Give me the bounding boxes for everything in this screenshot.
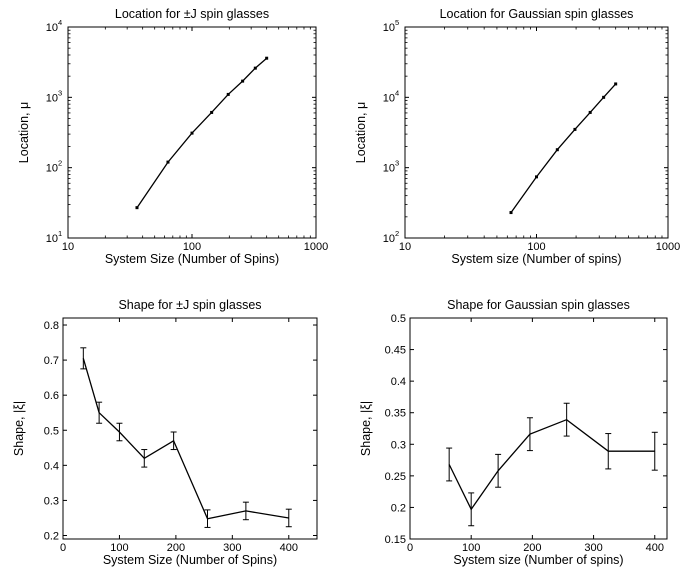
chart-panel: 0 100 200 300 400 0.2 0.3 0.4 0.5 0.6 0.7 0.8 Shape … — [12, 298, 318, 567]
chart-panel: 0 100 200 300 400 0.15 0.2 0.25 0.3 0.35 0.4 0.45 0.… — [359, 298, 668, 567]
axes-frame — [404, 26, 669, 239]
data-point — [226, 92, 230, 96]
y-tick-label: 0.2 — [44, 530, 59, 542]
y-tick-exponent: 4 — [58, 18, 62, 27]
data-point — [210, 110, 214, 114]
y-tick-label: 0.3 — [44, 495, 59, 507]
x-tick-label: 300 — [584, 542, 602, 554]
chart-title: Location for Gaussian spin glasses — [440, 7, 634, 21]
x-tick-label: 400 — [280, 542, 298, 554]
data-point — [265, 56, 269, 60]
x-tick-label: 0 — [60, 542, 66, 554]
data-point — [614, 82, 618, 86]
x-tick-label: 400 — [646, 542, 664, 554]
y-tick-label: 10 — [46, 233, 58, 245]
y-tick-label: 0.15 — [385, 534, 406, 546]
x-tick-label: 200 — [523, 542, 541, 554]
y-tick-label: 0.5 — [391, 313, 406, 325]
series-line — [136, 57, 268, 209]
y-tick-label: 0.7 — [44, 355, 59, 367]
y-tick-label: 0.4 — [44, 460, 59, 472]
chart-title: Shape for Gaussian spin glasses — [447, 298, 630, 312]
x-tick-label: 300 — [223, 542, 241, 554]
y-tick-label: 10 — [46, 22, 58, 34]
x-tick-label: 100 — [462, 542, 480, 554]
y-tick-exponent: 3 — [58, 88, 62, 97]
y-tick-label: 10 — [383, 163, 395, 175]
chart-title: Shape for ±J spin glasses — [118, 298, 261, 312]
chart-title: Location for ±J spin glasses — [115, 7, 269, 21]
x-tick-label: 200 — [167, 542, 185, 554]
x-tick-label: 10 — [399, 241, 411, 253]
y-tick-exponent: 1 — [58, 229, 62, 238]
y-tick-label: 10 — [46, 92, 58, 104]
y-tick-label: 10 — [383, 233, 395, 245]
y-tick-label: 0.45 — [385, 345, 406, 357]
y-tick-label: 0.8 — [44, 320, 59, 332]
y-tick-exponent: 4 — [395, 88, 399, 97]
y-tick-label: 10 — [46, 163, 58, 175]
series-line — [82, 358, 289, 520]
x-tick-label: 100 — [527, 241, 545, 253]
y-tick-label: 0.25 — [385, 471, 406, 483]
y-tick-label: 0.5 — [44, 425, 59, 437]
x-axis-label: System Size (Number of Spins) — [105, 252, 279, 266]
data-point — [253, 66, 257, 70]
axes-frame — [409, 317, 668, 540]
y-axis-label: Shape, |ξ| — [12, 401, 26, 456]
x-tick-label: 100 — [183, 241, 201, 253]
x-axis-label: System size (Number of spins) — [453, 553, 623, 567]
series-line — [510, 83, 617, 213]
y-tick-label: 10 — [383, 22, 395, 34]
y-axis-label: Location, μ — [354, 102, 368, 163]
x-axis-label: System Size (Number of Spins) — [103, 553, 277, 567]
x-axis-label: System size (Number of spins) — [451, 252, 621, 266]
y-tick-exponent: 2 — [58, 159, 62, 168]
data-point — [509, 211, 513, 215]
x-tick-label: 0 — [407, 542, 413, 554]
y-tick-label: 0.2 — [391, 502, 406, 514]
y-tick-exponent: 5 — [395, 18, 399, 27]
data-point — [555, 148, 559, 152]
axes-frame — [62, 317, 318, 540]
y-tick-label: 0.35 — [385, 408, 406, 420]
y-tick-label: 0.6 — [44, 390, 59, 402]
y-tick-exponent: 3 — [395, 159, 399, 168]
y-tick-label: 10 — [383, 92, 395, 104]
y-tick-label: 0.4 — [391, 376, 406, 388]
data-point — [535, 175, 538, 179]
x-tick-label: 100 — [110, 542, 128, 554]
y-tick-label: 0.3 — [391, 439, 406, 451]
data-point — [166, 160, 170, 164]
data-point — [190, 131, 194, 135]
series-line — [448, 418, 655, 511]
data-point — [573, 127, 577, 131]
y-tick-exponent: 2 — [395, 229, 399, 238]
data-point — [588, 110, 592, 114]
x-tick-label: 1000 — [656, 241, 680, 253]
data-point — [602, 95, 606, 99]
x-tick-label: 1000 — [304, 241, 328, 253]
y-axis-label: Location, μ — [17, 102, 31, 163]
y-axis-label: Shape, |ξ| — [359, 401, 373, 456]
x-tick-label: 10 — [62, 241, 74, 253]
data-point — [135, 206, 139, 210]
data-point — [241, 79, 245, 83]
